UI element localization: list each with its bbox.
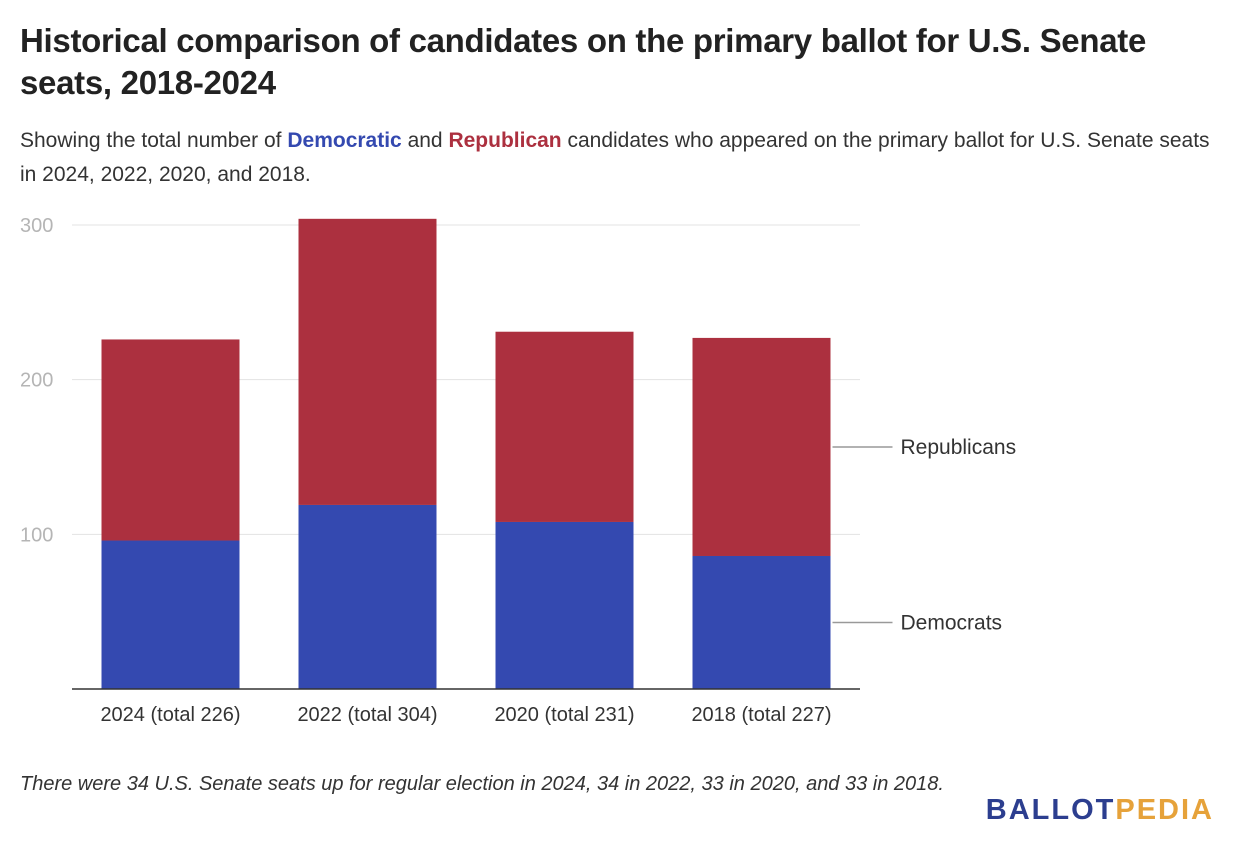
- x-category-label-3: 2018 (total 227): [691, 704, 831, 726]
- chart-subtitle: Showing the total number of Democratic a…: [20, 124, 1220, 192]
- ballotpedia-logo: BALLOTPEDIA: [986, 793, 1214, 827]
- logo-text-pedia: PEDIA: [1115, 794, 1214, 826]
- bar-democrats-1: [298, 504, 437, 689]
- x-category-label-1: 2022 (total 304): [297, 704, 437, 726]
- subtitle-text-start: Showing the total number of: [20, 129, 288, 152]
- bar-democrats-2: [495, 521, 634, 689]
- subtitle-text-middle: and: [401, 129, 449, 152]
- subtitle-democratic-highlight: Democratic: [287, 129, 402, 152]
- y-tick-label-300: 300: [20, 215, 53, 237]
- subtitle-text-end: candidates who appeared on the primary b…: [20, 129, 1210, 186]
- bar-democrats-3: [692, 555, 831, 689]
- axes: 100 200 300 2024 (total 226) 2022 (total 304…: [20, 215, 860, 726]
- y-tick-label-200: 200: [20, 370, 53, 392]
- footnote: There were 34 U.S. Senate seats up for r…: [20, 773, 944, 795]
- x-category-label-0: 2024 (total 226): [100, 704, 240, 726]
- chart-title: Historical comparison of candidates on t…: [20, 22, 1147, 101]
- legend-label-democrats: Democrats: [901, 611, 1003, 634]
- bar-republicans-3: [692, 337, 831, 556]
- legend: Republicans Democrats: [832, 436, 1017, 634]
- bar-republicans-1: [298, 218, 437, 505]
- legend-label-republicans: Republicans: [901, 436, 1017, 459]
- bar-democrats-0: [101, 540, 240, 689]
- stacked-bar-chart: 100 200 300 2024 (total 226) 2022 (total 304…: [20, 215, 1017, 726]
- subtitle-republican-highlight: Republican: [448, 129, 562, 152]
- bars: [101, 218, 831, 689]
- y-tick-label-100: 100: [20, 524, 53, 546]
- bar-republicans-2: [495, 331, 634, 522]
- bar-republicans-0: [101, 339, 240, 541]
- x-category-label-2: 2020 (total 231): [494, 704, 634, 726]
- logo-text-ballot: BALLOT: [985, 794, 1116, 826]
